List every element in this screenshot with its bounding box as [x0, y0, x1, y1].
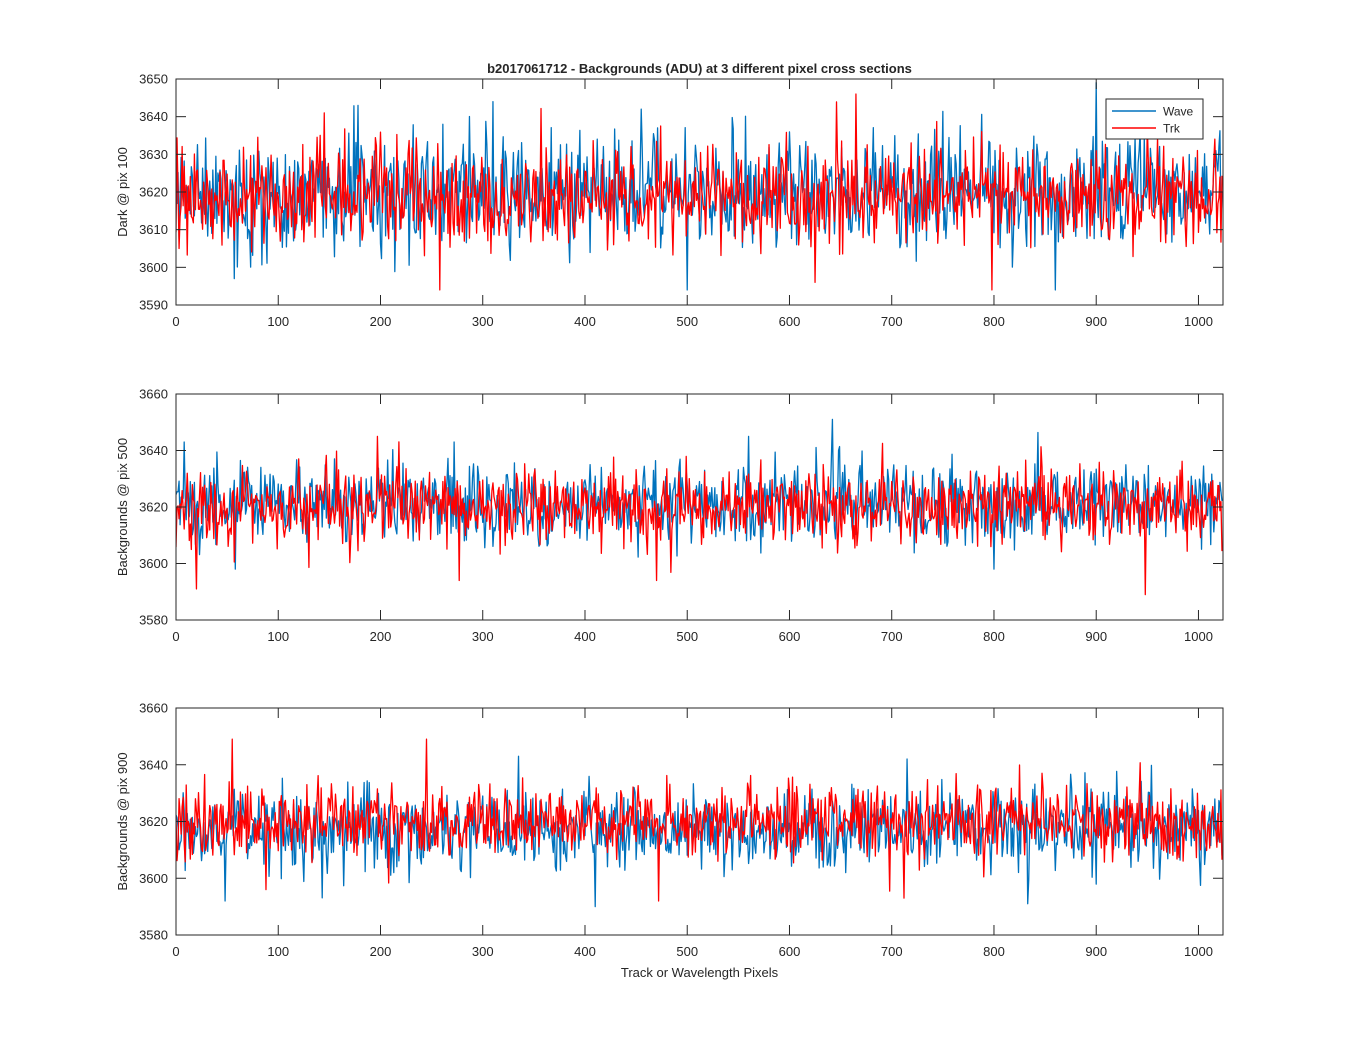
y-tick-label: 3600 — [139, 871, 168, 886]
y-tick-label: 3590 — [139, 298, 168, 313]
x-tick-label: 300 — [472, 944, 494, 959]
x-tick-label: 600 — [779, 629, 801, 644]
y-tick-label: 3580 — [139, 928, 168, 943]
legend-box — [1105, 98, 1204, 140]
x-tick-label: 400 — [574, 944, 596, 959]
chart-title: b2017061712 - Backgrounds (ADU) at 3 dif… — [487, 61, 912, 76]
x-axis-label: Track or Wavelength Pixels — [621, 965, 779, 980]
x-tick-label: 700 — [881, 314, 903, 329]
x-tick-label: 700 — [881, 629, 903, 644]
x-tick-label: 0 — [172, 629, 179, 644]
x-tick-label: 600 — [779, 944, 801, 959]
x-tick-label: 200 — [370, 944, 392, 959]
x-tick-label: 800 — [983, 629, 1005, 644]
x-tick-label: 100 — [267, 944, 289, 959]
x-tick-label: 100 — [267, 314, 289, 329]
legend-label-wave: Wave — [1163, 105, 1194, 119]
y-tick-label: 3640 — [139, 443, 168, 458]
x-tick-label: 300 — [472, 629, 494, 644]
x-tick-label: 200 — [370, 629, 392, 644]
series-line-wave — [176, 418, 1223, 570]
legend-label-trk: Trk — [1163, 122, 1181, 136]
x-tick-label: 0 — [172, 944, 179, 959]
y-tick-label: 3620 — [139, 500, 168, 515]
y-tick-label: 3580 — [139, 613, 168, 628]
subplot-1: 0 100 200 300 400 500 600 700 800 900 1000 3590 3600… — [115, 61, 1224, 329]
y-tick-label: 3620 — [139, 814, 168, 829]
y-tick-label: 3620 — [139, 185, 168, 200]
x-tick-label: 900 — [1085, 314, 1107, 329]
x-tick-label: 1000 — [1184, 944, 1213, 959]
x-tick-label: 400 — [574, 629, 596, 644]
y-tick-label: 3660 — [139, 387, 168, 402]
x-tick-label: 100 — [267, 629, 289, 644]
x-tick-label: 1000 — [1184, 314, 1213, 329]
x-tick-label: 700 — [881, 944, 903, 959]
y-tick-label: 3640 — [139, 109, 168, 124]
x-tick-label: 1000 — [1184, 629, 1213, 644]
y-tick-label: 3650 — [139, 72, 168, 87]
x-tick-label: 500 — [676, 944, 698, 959]
x-tick-label: 300 — [472, 314, 494, 329]
x-tick-label: 500 — [676, 314, 698, 329]
x-tick-label: 200 — [370, 314, 392, 329]
y-tick-label: 3640 — [139, 757, 168, 772]
y-tick-label: 3660 — [139, 701, 168, 716]
x-tick-label: 800 — [983, 314, 1005, 329]
y-axis-label: Backgrounds @ pix 500 — [115, 438, 130, 576]
y-tick-label: 3600 — [139, 556, 168, 571]
y-axis-label: Dark @ pix 100 — [115, 147, 130, 237]
x-tick-label: 400 — [574, 314, 596, 329]
series-line-trk — [176, 93, 1223, 291]
y-axis-label: Backgrounds @ pix 900 — [115, 752, 130, 890]
x-tick-label: 900 — [1085, 629, 1107, 644]
subplots: 0 100 200 300 400 500 600 700 800 900 100035903600… — [115, 61, 1224, 980]
legend: Wave Trk — [1105, 98, 1204, 140]
x-tick-label: 0 — [172, 314, 179, 329]
subplot-3: 0 100 200 300 400 500 600 700 800 900 1000 3580 3600… — [115, 701, 1224, 980]
x-tick-label: 500 — [676, 629, 698, 644]
x-tick-label: 900 — [1085, 944, 1107, 959]
x-tick-label: 600 — [779, 314, 801, 329]
y-tick-label: 3600 — [139, 260, 168, 275]
series-line-trk — [176, 435, 1223, 596]
series-line-trk — [176, 738, 1223, 902]
y-tick-label: 3630 — [139, 147, 168, 162]
y-tick-label: 3610 — [139, 222, 168, 237]
subplot-2: 0 100 200 300 400 500 600 700 800 900 1000 3580 3600… — [115, 387, 1224, 644]
x-tick-label: 800 — [983, 944, 1005, 959]
